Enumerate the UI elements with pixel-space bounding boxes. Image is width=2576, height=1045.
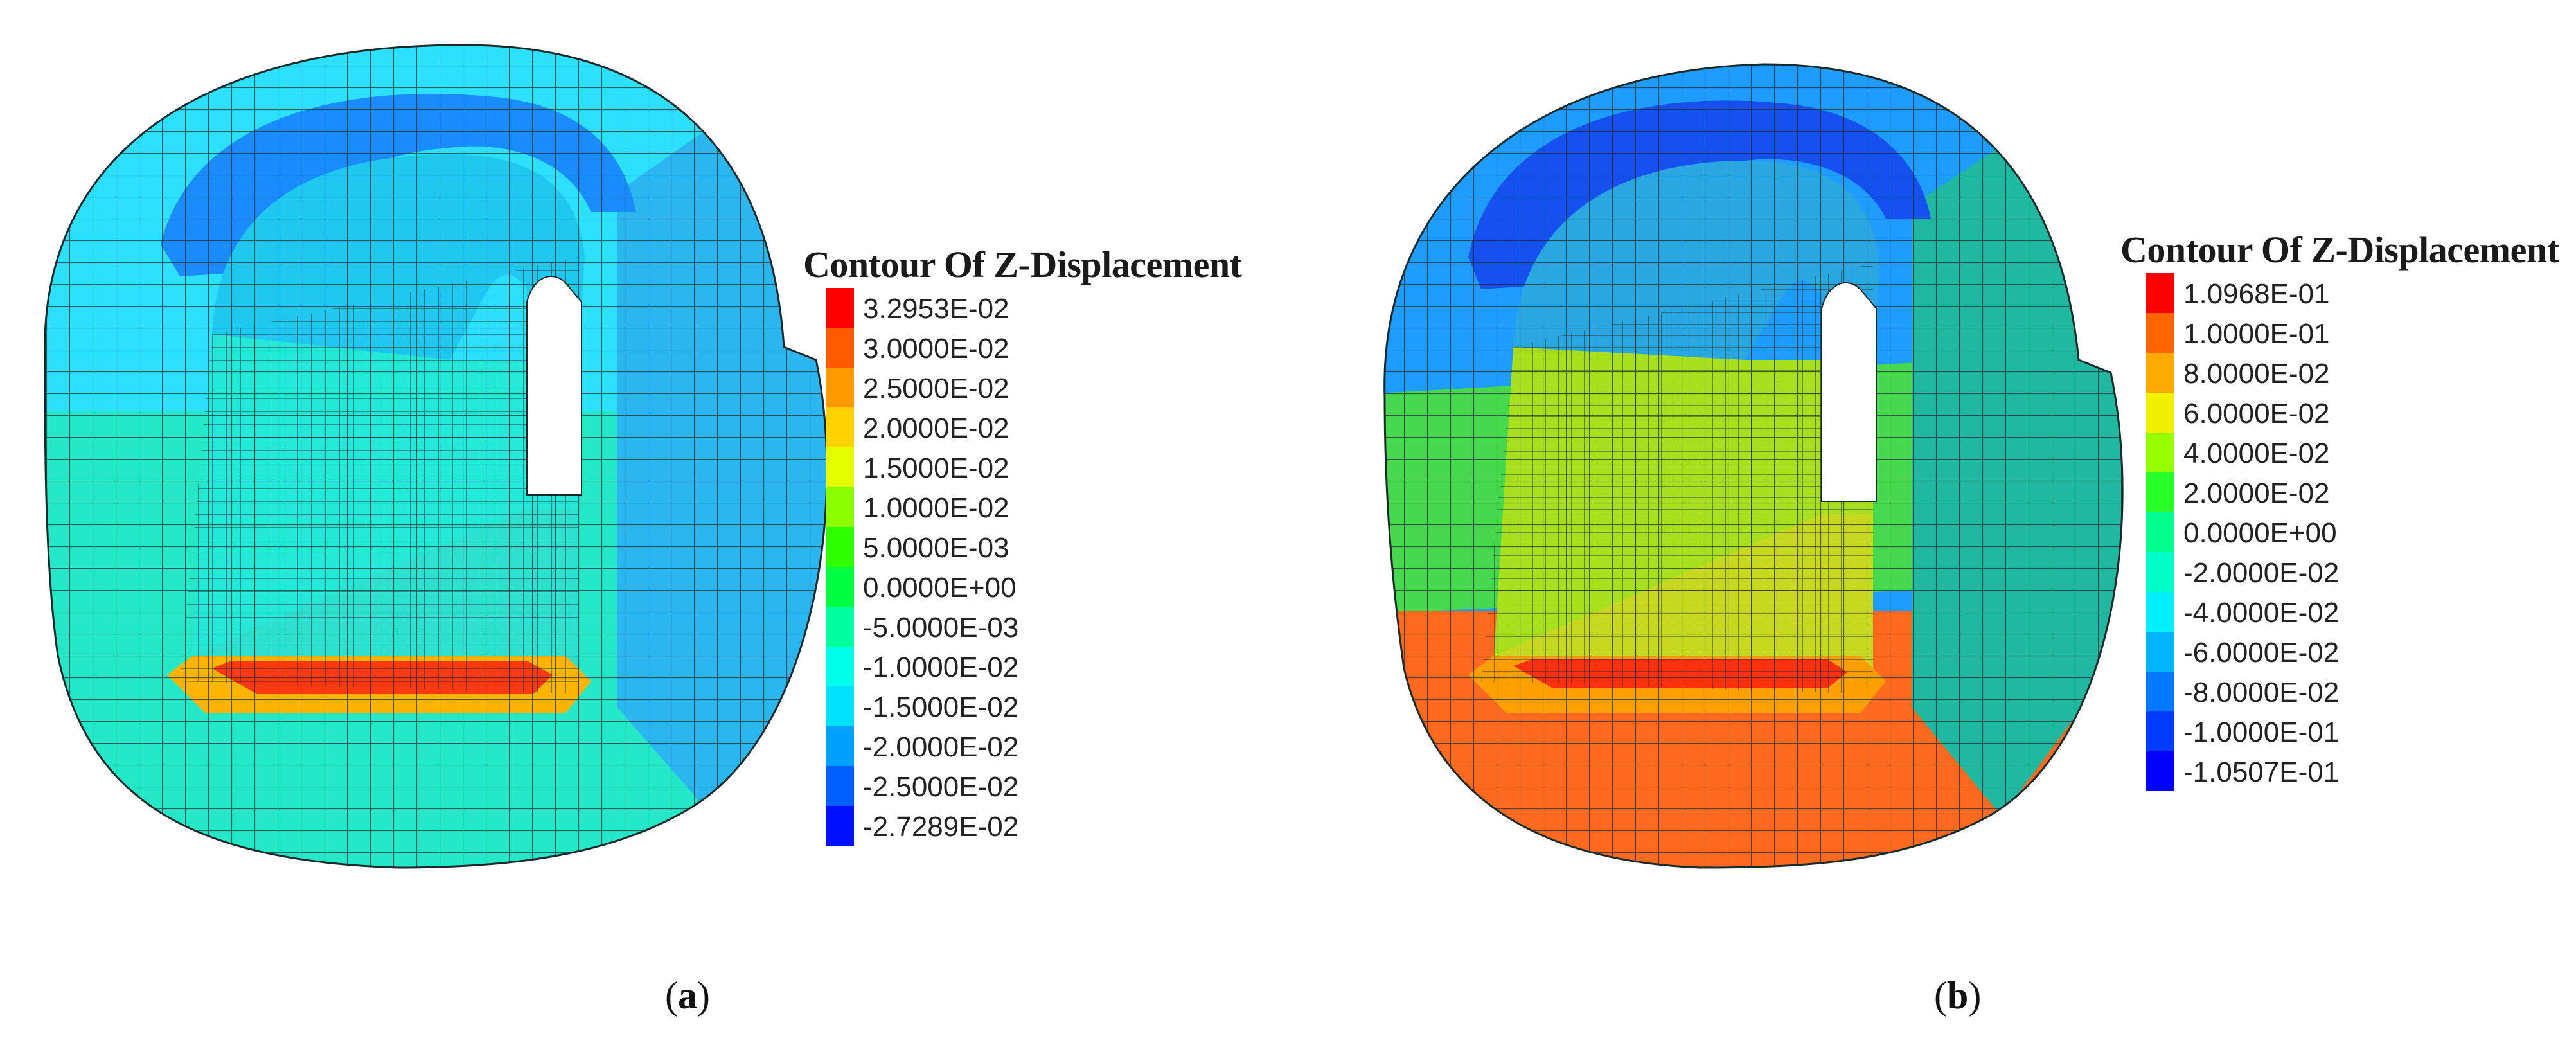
legend-label: 1.5000E-02: [863, 452, 1009, 484]
legend-swatch: [2146, 552, 2174, 592]
tunnel-contour-model-b: [1383, 63, 2124, 869]
legend-swatch: [826, 288, 854, 328]
legend-label: 0.0000E+00: [2183, 517, 2337, 549]
legend-swatch: [2146, 393, 2174, 433]
legend-swatch: [826, 726, 854, 766]
legend-label: -4.0000E-02: [2183, 597, 2340, 629]
legend-swatch: [826, 686, 854, 726]
panel-b: Contour Of Z-Displacement 1.0968E-01 1.00…: [1288, 0, 2576, 1045]
legend-swatch: [826, 527, 854, 567]
legend-label: 6.0000E-02: [2183, 398, 2330, 429]
legend-swatch: [2146, 273, 2174, 313]
legend-label: 2.0000E-02: [863, 413, 1009, 444]
legend-title-b: Contour Of Z-Displacement: [2120, 229, 2559, 271]
legend-label: -2.5000E-02: [863, 771, 1019, 803]
tunnel-body-b: [1384, 64, 2123, 868]
legend-label: 2.0000E-02: [2183, 478, 2330, 509]
legend-swatch: [2146, 751, 2174, 791]
legend-swatch: [826, 487, 854, 527]
legend-label: 3.0000E-02: [863, 333, 1009, 364]
legend-swatch: [826, 766, 854, 806]
legend-swatch: [826, 407, 854, 447]
mesh-inner-overlay-b: [1481, 263, 1873, 694]
legend-label: -2.0000E-02: [863, 731, 1019, 763]
mesh-inner-overlay-a: [180, 257, 578, 694]
legend-label: 1.0000E-01: [2183, 318, 2330, 350]
tunnel-opening-a: [526, 276, 582, 496]
tunnel-body-a: [44, 45, 827, 868]
tunnel-outline-a: [44, 44, 828, 869]
legend-swatch: [826, 647, 854, 686]
tunnel-outline-b: [1383, 63, 2124, 869]
legend-swatch: [826, 607, 854, 647]
legend-label: -8.0000E-02: [2183, 677, 2340, 708]
legend-label: -1.5000E-02: [863, 692, 1019, 723]
legend-label: 1.0968E-01: [2183, 278, 2330, 310]
legend-label: -5.0000E-03: [863, 612, 1019, 643]
legend-swatch: [2146, 711, 2174, 751]
legend-label: 5.0000E-03: [863, 532, 1009, 564]
legend-label: -2.0000E-02: [2183, 557, 2340, 589]
legend-label: 1.0000E-02: [863, 492, 1009, 524]
legend-swatch: [826, 806, 854, 846]
legend-label: 2.5000E-02: [863, 373, 1009, 404]
legend-swatch: [2146, 672, 2174, 711]
legend-label: -1.0000E-01: [2183, 717, 2340, 748]
tunnel-opening-b: [1821, 282, 1877, 502]
legend-swatch: [826, 567, 854, 607]
caption-a: (a): [665, 974, 710, 1017]
tunnel-contour-model-a: [44, 44, 828, 869]
legend-label: 3.2953E-02: [863, 293, 1009, 325]
legend-label: -1.0507E-01: [2183, 756, 2340, 788]
legend-swatch: [2146, 592, 2174, 632]
legend-swatch: [2146, 472, 2174, 512]
legend-label: 4.0000E-02: [2183, 438, 2330, 469]
legend-swatch: [2146, 353, 2174, 393]
legend-label: 0.0000E+00: [863, 572, 1017, 603]
legend-swatch: [2146, 632, 2174, 672]
legend-swatch: [2146, 512, 2174, 552]
legend-swatch: [2146, 433, 2174, 472]
legend-label: -1.0000E-02: [863, 652, 1019, 683]
legend-label: 8.0000E-02: [2183, 358, 2330, 389]
legend-label: -2.7289E-02: [863, 811, 1019, 843]
legend-swatch: [826, 447, 854, 487]
legend-swatch: [2146, 313, 2174, 353]
caption-b: (b): [1934, 974, 1982, 1017]
legend-swatch: [826, 328, 854, 368]
legend-swatch: [826, 368, 854, 407]
legend-title-a: Contour Of Z-Displacement: [803, 244, 1242, 285]
panel-a: Contour Of Z-Displacement 3.2953E-02 3.00…: [0, 0, 1285, 1045]
legend-label: -6.0000E-02: [2183, 637, 2340, 668]
